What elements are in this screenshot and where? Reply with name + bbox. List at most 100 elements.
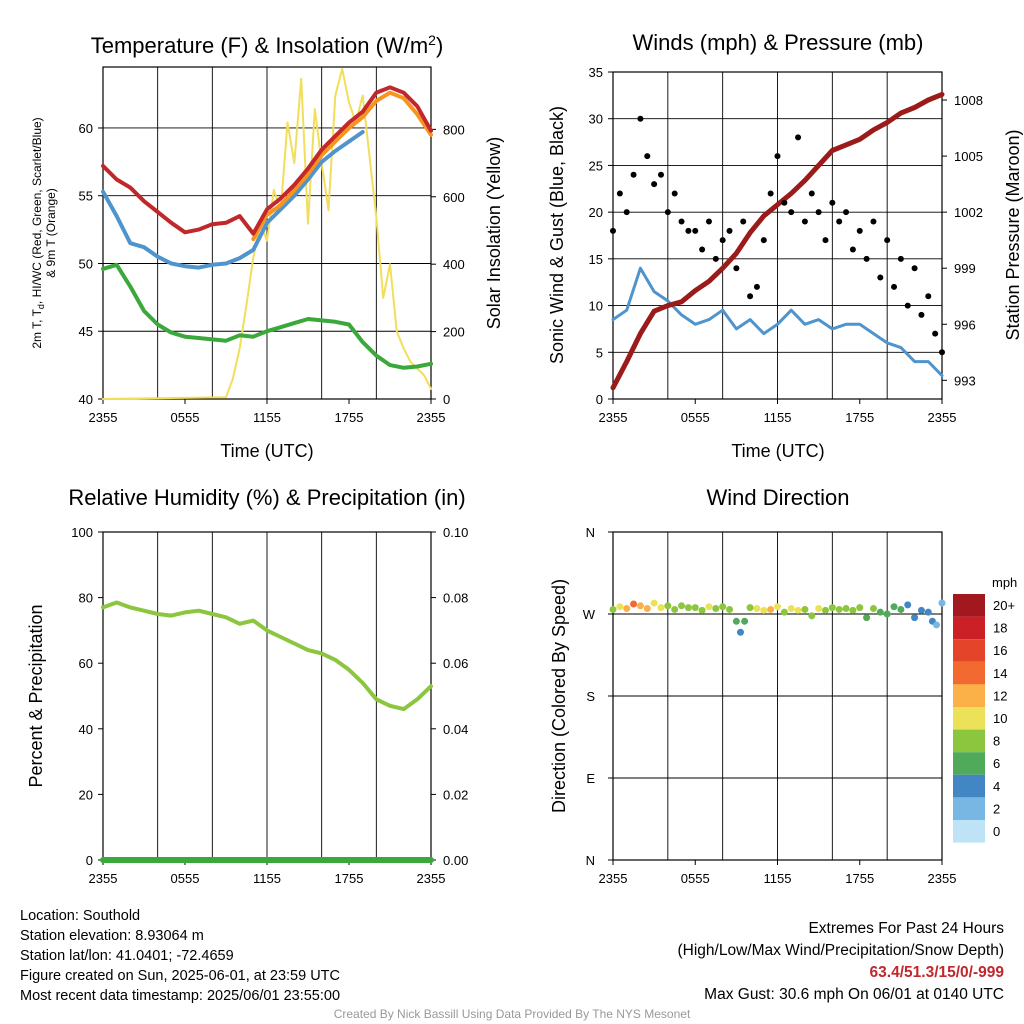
direction-point	[938, 599, 946, 607]
gust-point	[939, 349, 945, 356]
gust-point	[685, 227, 692, 234]
direction-point	[774, 603, 781, 611]
wind-x-tick-label: 0555	[681, 410, 710, 425]
direction-point	[719, 603, 727, 611]
temperature-right-axis-label: Solar Insolation (Yellow)	[484, 137, 504, 329]
humidity-x-tick-label: 2355	[89, 871, 118, 886]
legend-swatch	[953, 616, 985, 640]
gust-point	[747, 293, 754, 300]
wind-y-tick-label: 25	[589, 158, 603, 173]
humidity-precip-panel: Relative Humidity (%) & Precipitation (i…	[26, 485, 468, 886]
pressure-y2-tick-label: 999	[954, 261, 976, 276]
direction-point	[664, 602, 672, 610]
legend-label: 20+	[993, 598, 1015, 613]
max-gust-text: Max Gust: 30.6 mph On 06/01 at 0140 UTC	[704, 986, 1004, 1003]
gust-point	[849, 246, 856, 253]
direction-point	[835, 605, 843, 613]
direction-point	[732, 617, 740, 625]
direction-point	[705, 603, 713, 611]
direction-point	[630, 600, 638, 608]
gust-point	[925, 293, 932, 300]
temperature-left-axis-label-line2: & 9m T (Orange)	[44, 188, 58, 278]
wind-left-axis-label: Sonic Wind & Gust (Blue, Black)	[547, 106, 567, 364]
direction-point	[849, 606, 857, 614]
wind-y-tick-label: 10	[589, 299, 603, 314]
temperature-x-tick-label: 1155	[253, 410, 281, 425]
direction-point	[890, 603, 898, 611]
gust-point	[733, 265, 740, 272]
humidity-left-axis-label: Percent & Precipitation	[26, 604, 46, 787]
direction-point	[924, 608, 932, 616]
gust-point	[788, 209, 795, 216]
legend-label: 2	[993, 801, 1000, 816]
pressure-y2-tick-label: 993	[954, 373, 976, 388]
direction-point	[842, 605, 850, 613]
gust-point	[616, 190, 623, 197]
legend-label: 12	[993, 688, 1007, 703]
direction-point	[876, 608, 884, 616]
direction-point	[787, 605, 795, 613]
direction-y-tick-label: E	[586, 771, 595, 786]
wind-y-tick-label: 30	[589, 112, 603, 127]
series-insolation-line	[102, 67, 432, 400]
direction-point	[623, 605, 631, 613]
legend-swatch	[953, 752, 985, 775]
speed-color-legend: 20+ 18 16 14 12 10 8 6 4 2 0	[953, 594, 1015, 843]
legend-label: 14	[993, 666, 1007, 681]
direction-point	[828, 604, 836, 612]
humidity-y-tick-label: 60	[79, 656, 93, 671]
direction-point	[657, 604, 665, 612]
gust-point	[664, 209, 671, 216]
precipitation-y2-tick-label: 0.00	[443, 853, 468, 868]
gust-point	[836, 218, 843, 225]
gust-point	[843, 209, 850, 216]
pressure-y2-tick-label: 1005	[954, 149, 983, 164]
insolation-y2-tick-label: 400	[443, 257, 465, 272]
wind-x-tick-label: 2355	[928, 410, 957, 425]
created-text: Figure created on Sun, 2025-06-01, at 23…	[20, 968, 340, 984]
pressure-y2-tick-label: 996	[954, 317, 976, 332]
insolation-y2-tick-label: 600	[443, 190, 465, 205]
direction-y-tick-label: W	[583, 607, 596, 622]
gust-point	[740, 218, 747, 225]
gust-point	[815, 209, 822, 216]
direction-point	[741, 617, 749, 625]
legend-swatch	[953, 820, 985, 843]
wind-y-tick-label: 35	[589, 65, 603, 80]
gust-point	[891, 283, 898, 290]
legend-swatch	[953, 661, 985, 685]
gust-point	[911, 265, 918, 272]
gust-point	[808, 190, 815, 197]
direction-point	[863, 614, 871, 622]
humidity-x-tick-label: 1755	[335, 871, 364, 886]
humidity-y-tick-label: 20	[79, 787, 93, 802]
direction-left-axis-label: Direction (Colored By Speed)	[549, 579, 569, 813]
wind-y-tick-label: 0	[596, 392, 603, 407]
station-pressure-line	[610, 91, 945, 391]
direction-x-tick-label: 2355	[928, 871, 957, 886]
series-2mt-line	[101, 85, 433, 236]
direction-point	[684, 604, 692, 612]
precipitation-y2-tick-label: 0.08	[443, 591, 468, 606]
gust-point	[863, 255, 870, 262]
gust-point	[644, 153, 651, 160]
extremes-values: 63.4/51.3/15/0/-999	[869, 964, 1004, 981]
gust-point	[856, 227, 863, 234]
gust-point	[897, 255, 904, 262]
wind-y-tick-label: 20	[589, 205, 603, 220]
direction-y-tick-label: S	[586, 689, 595, 704]
gust-point	[637, 115, 644, 122]
gust-point	[623, 209, 630, 216]
precipitation-y2-tick-label: 0.06	[443, 656, 468, 671]
temperature-x-tick-label: 1755	[335, 410, 364, 425]
gust-point	[767, 190, 774, 197]
legend-swatch	[953, 729, 985, 753]
direction-point	[821, 606, 829, 614]
insolation-y2-tick-label: 200	[443, 325, 465, 340]
gust-point	[753, 283, 760, 290]
insolation-y2-tick-label: 0	[443, 392, 450, 407]
direction-y-tick-label: N	[586, 853, 595, 868]
gust-point	[657, 171, 664, 178]
direction-point	[643, 605, 651, 613]
